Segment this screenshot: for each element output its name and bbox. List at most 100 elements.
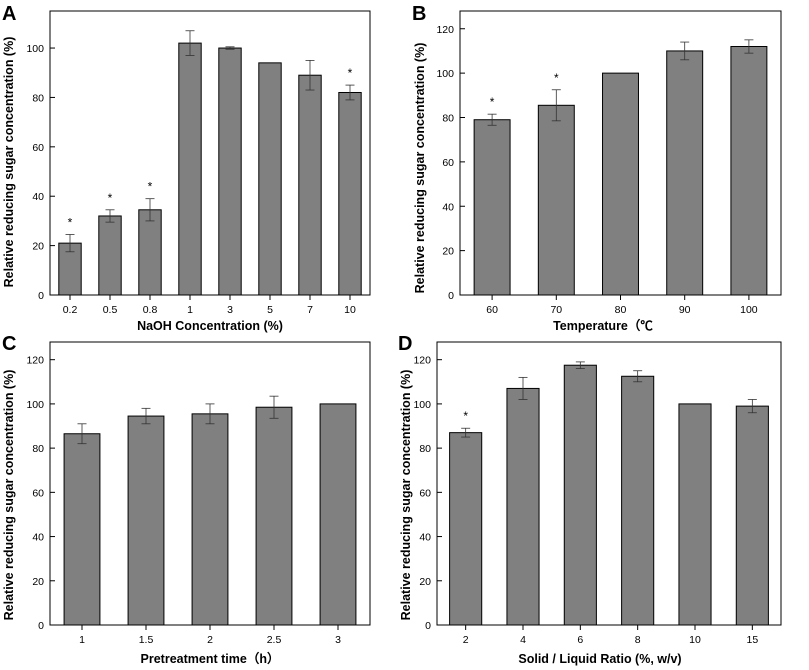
significance-mark: * — [68, 215, 73, 229]
x-tick-label: 3 — [335, 634, 341, 646]
panel-a-plot: 0 20 40 60 80 100 * 0.2 * 0.5 * 0.8 1 3 5 7 * 10 — [26, 10, 371, 316]
y-tick-label: 120 — [413, 355, 431, 367]
x-tick-label: 2.5 — [267, 634, 282, 646]
y-tick-label: 60 — [32, 487, 44, 499]
bar — [63, 433, 101, 626]
bar — [319, 403, 357, 626]
x-tick-label: 2 — [463, 634, 469, 646]
plot-frame — [49, 10, 371, 296]
y-tick-label: 20 — [419, 576, 431, 588]
panel-a: A Relative reducing sugar concentration … — [2, 3, 371, 333]
panel-b-xlabel: Temperature（℃ — [553, 318, 653, 333]
panel-c-ylabel: Relative reducing sugar concentration (%… — [2, 370, 16, 621]
bar — [255, 406, 293, 626]
bar — [98, 215, 122, 296]
x-tick-label: 4 — [520, 634, 526, 646]
y-tick-label: 20 — [32, 576, 44, 588]
panel-b-ylabel: Relative reducing sugar concentration (%… — [413, 43, 427, 294]
x-tick-label: 7 — [307, 304, 313, 316]
bar — [191, 413, 229, 626]
x-tick-label: 0.8 — [143, 304, 158, 316]
y-tick-label: 40 — [32, 191, 44, 203]
y-tick-label: 100 — [413, 399, 431, 411]
x-tick-label: 10 — [689, 634, 701, 646]
significance-mark: * — [148, 180, 153, 194]
panel-letter-c: C — [2, 333, 16, 355]
significance-mark: * — [554, 71, 559, 85]
x-tick-label: 1 — [79, 634, 85, 646]
y-tick-label: 80 — [32, 92, 44, 104]
x-tick-label: 5 — [267, 304, 273, 316]
bar — [678, 403, 712, 626]
x-tick-label: 10 — [344, 304, 356, 316]
panel-letter-b: B — [412, 3, 426, 25]
panel-c-xlabel: Pretreatment time（h） — [141, 651, 280, 666]
bar — [127, 415, 165, 626]
y-tick-label: 0 — [38, 620, 44, 632]
bar — [735, 405, 769, 626]
panel-a-ylabel: Relative reducing sugar concentration (%… — [2, 37, 16, 288]
x-tick-label: 1.5 — [139, 634, 154, 646]
bar — [258, 62, 282, 296]
bar — [621, 375, 655, 626]
panel-letter-a: A — [2, 3, 16, 25]
panel-d-xlabel: Solid / Liquid Ratio (%, w/v) — [518, 652, 681, 666]
y-tick-label: 120 — [26, 355, 44, 367]
bar — [563, 364, 597, 626]
y-tick-label: 0 — [425, 620, 431, 632]
panel-b-plot: 0 20 40 60 80 100 120 * 60 * 70 80 90 100 — [436, 10, 782, 316]
y-tick-label: 80 — [32, 443, 44, 455]
x-tick-label: 2 — [207, 634, 213, 646]
panel-b: B Relative reducing sugar concentration … — [412, 3, 782, 333]
y-tick-label: 60 — [419, 487, 431, 499]
x-tick-label: 100 — [740, 304, 758, 316]
panel-c-plot: 0 20 40 60 80 100 120 1 1.5 2 2.5 3 — [26, 341, 371, 646]
bar — [473, 119, 511, 296]
panel-d-plot: 0 20 40 60 80 100 120 * 2 4 6 8 10 15 — [413, 341, 782, 646]
plot-frame — [436, 341, 782, 626]
x-tick-label: 80 — [615, 304, 627, 316]
y-tick-label: 80 — [419, 443, 431, 455]
bar — [506, 387, 540, 626]
plot-frame — [49, 341, 371, 626]
plot-frame — [459, 10, 782, 296]
significance-mark: * — [108, 191, 113, 205]
x-tick-label: 70 — [550, 304, 562, 316]
panel-d-ylabel: Relative reducing sugar concentration (%… — [399, 370, 413, 621]
y-tick-label: 60 — [32, 142, 44, 154]
y-tick-label: 0 — [38, 290, 44, 302]
panel-letter-d: D — [398, 333, 412, 355]
y-tick-label: 20 — [32, 241, 44, 253]
x-tick-label: 60 — [486, 304, 498, 316]
bar — [178, 42, 202, 296]
x-tick-label: 0.2 — [63, 304, 78, 316]
x-tick-label: 6 — [577, 634, 583, 646]
x-tick-label: 8 — [635, 634, 641, 646]
y-tick-label: 0 — [448, 290, 454, 302]
bar — [666, 50, 704, 296]
y-tick-label: 120 — [436, 24, 454, 36]
panel-c: C Relative reducing sugar concentration … — [2, 333, 371, 666]
bar — [138, 209, 162, 296]
x-tick-label: 15 — [746, 634, 758, 646]
y-tick-label: 40 — [442, 201, 454, 213]
panel-d: D Relative reducing sugar concentration … — [398, 333, 782, 666]
y-tick-label: 100 — [26, 43, 44, 55]
y-tick-label: 40 — [32, 532, 44, 544]
y-tick-label: 100 — [436, 68, 454, 80]
y-tick-label: 100 — [26, 399, 44, 411]
y-tick-label: 40 — [419, 532, 431, 544]
bar — [602, 72, 639, 296]
x-tick-label: 90 — [679, 304, 691, 316]
bar — [449, 432, 483, 626]
x-tick-label: 0.5 — [103, 304, 118, 316]
bar — [537, 104, 575, 296]
bar — [338, 91, 362, 296]
x-tick-label: 1 — [187, 304, 193, 316]
y-tick-label: 80 — [442, 113, 454, 125]
significance-mark: * — [490, 95, 495, 109]
significance-mark: * — [463, 409, 468, 423]
bar — [730, 46, 768, 296]
x-tick-label: 3 — [227, 304, 233, 316]
